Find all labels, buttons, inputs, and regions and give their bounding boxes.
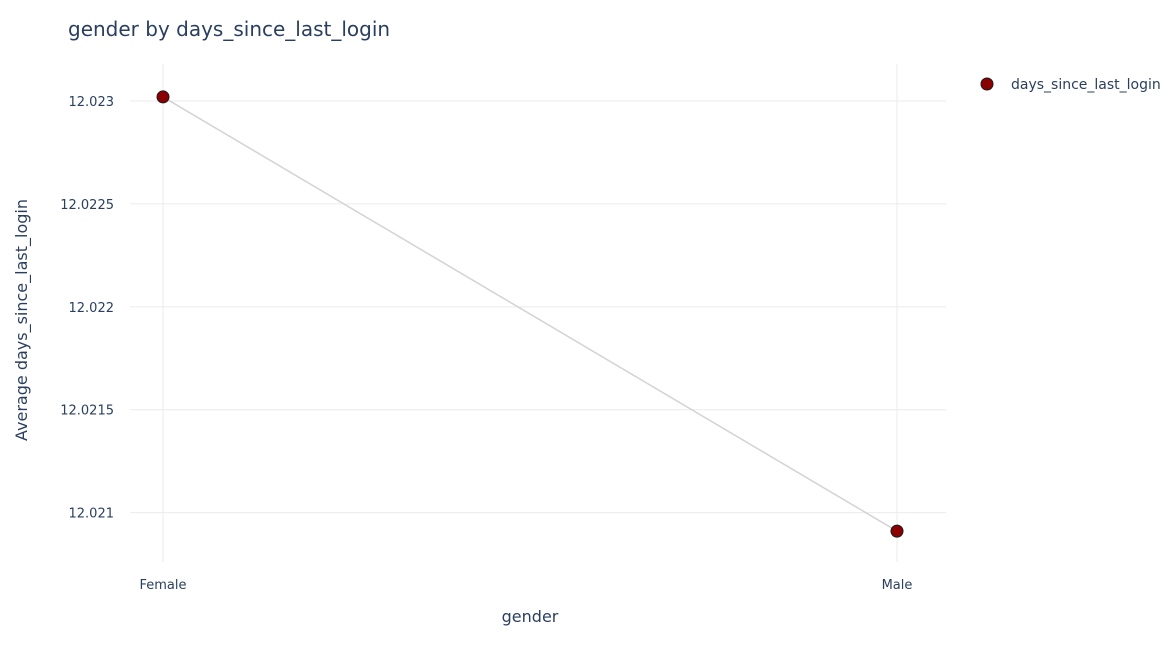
data-point xyxy=(156,90,170,104)
legend[interactable]: days_since_last_login xyxy=(980,77,1161,93)
y-axis-ticks: 12.021 12.0215 12.022 12.0225 12.023 xyxy=(60,95,114,522)
grid-layer xyxy=(130,64,946,562)
x-tick-label: Male xyxy=(882,578,913,593)
y-tick-label: 12.0215 xyxy=(60,404,114,419)
data-point xyxy=(890,524,904,538)
x-axis-title: gender xyxy=(502,607,559,626)
series-layer xyxy=(156,90,904,538)
y-tick-label: 12.021 xyxy=(69,507,115,522)
chart-title: gender by days_since_last_login xyxy=(68,17,390,41)
x-tick-label: Female xyxy=(139,578,186,593)
series-line xyxy=(162,96,898,532)
y-tick-label: 12.023 xyxy=(69,95,115,110)
legend-marker xyxy=(980,77,994,91)
x-axis-ticks: Female Male xyxy=(139,578,912,593)
y-axis-title: Average days_since_last_login xyxy=(12,199,32,441)
y-tick-label: 12.0225 xyxy=(60,198,114,213)
y-tick-label: 12.022 xyxy=(69,301,115,316)
legend-label: days_since_last_login xyxy=(1011,77,1161,93)
